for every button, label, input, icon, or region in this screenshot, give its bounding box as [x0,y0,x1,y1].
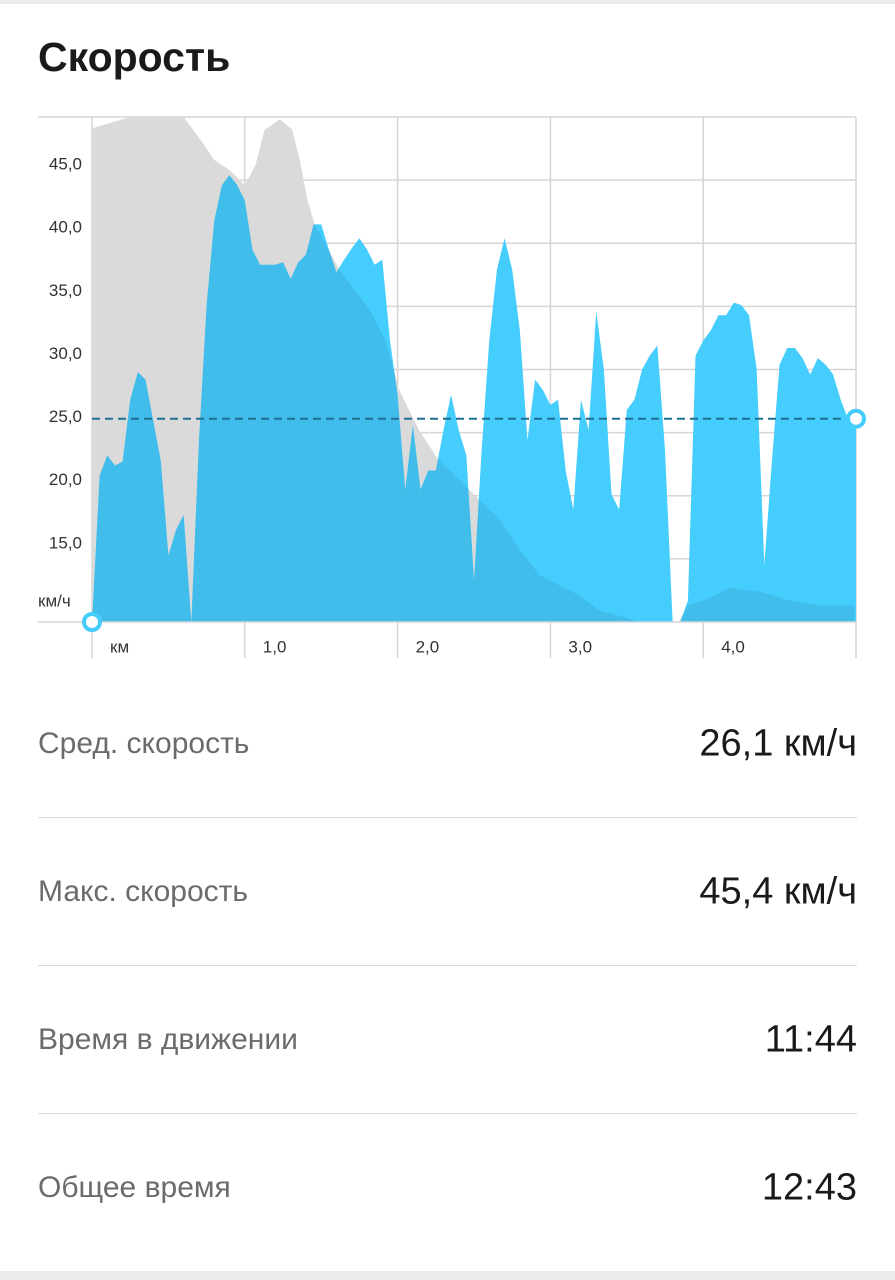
y-tick-label: 40,0 [49,218,82,237]
divider [38,1113,857,1114]
top-bar [0,0,895,4]
divider [38,965,857,966]
bottom-bar [0,1271,895,1280]
stat-row: Сред. скорость 26,1 км/ч [38,670,857,818]
chart: 15,0 20,0 25,0 30,0 35,0 40,0 45,0 1,0 2,0 3,0 4,0… [38,116,866,658]
elevation-overlay [92,117,855,622]
stat-value: 26,1 км/ч [699,722,857,765]
y-axis-unit: км/ч [38,591,71,610]
stat-label: Время в движении [38,1023,298,1056]
y-tick-label: 35,0 [49,281,82,300]
x-tick-label: 1,0 [263,637,287,656]
title: Скорость [38,34,231,80]
end-marker [846,408,866,429]
stat-row: Общее время 12:43 [38,1114,857,1262]
stat-value: 12:43 [761,1166,857,1209]
x-tick-label: 4,0 [721,637,745,656]
stat-label: Сред. скорость [38,727,250,760]
stat-row: Макс. скорость 45,4 км/ч [38,818,857,966]
y-tick-label: 15,0 [49,533,82,552]
x-tick-label: 3,0 [568,637,592,656]
y-tick-label: 30,0 [49,344,82,363]
x-tick-label: 2,0 [416,637,440,656]
y-tick-label: 45,0 [49,155,82,174]
stat-label: Общее время [38,1171,231,1204]
y-tick-label: 20,0 [49,470,82,489]
x-axis-unit: км [110,637,129,656]
stat-row: Время в движении 11:44 [38,966,857,1114]
start-marker [82,612,102,632]
stat-value: 45,4 км/ч [699,870,857,913]
stat-value: 11:44 [764,1018,857,1061]
divider [38,817,857,818]
stat-label: Макс. скорость [38,875,249,908]
y-tick-label: 25,0 [49,407,82,426]
